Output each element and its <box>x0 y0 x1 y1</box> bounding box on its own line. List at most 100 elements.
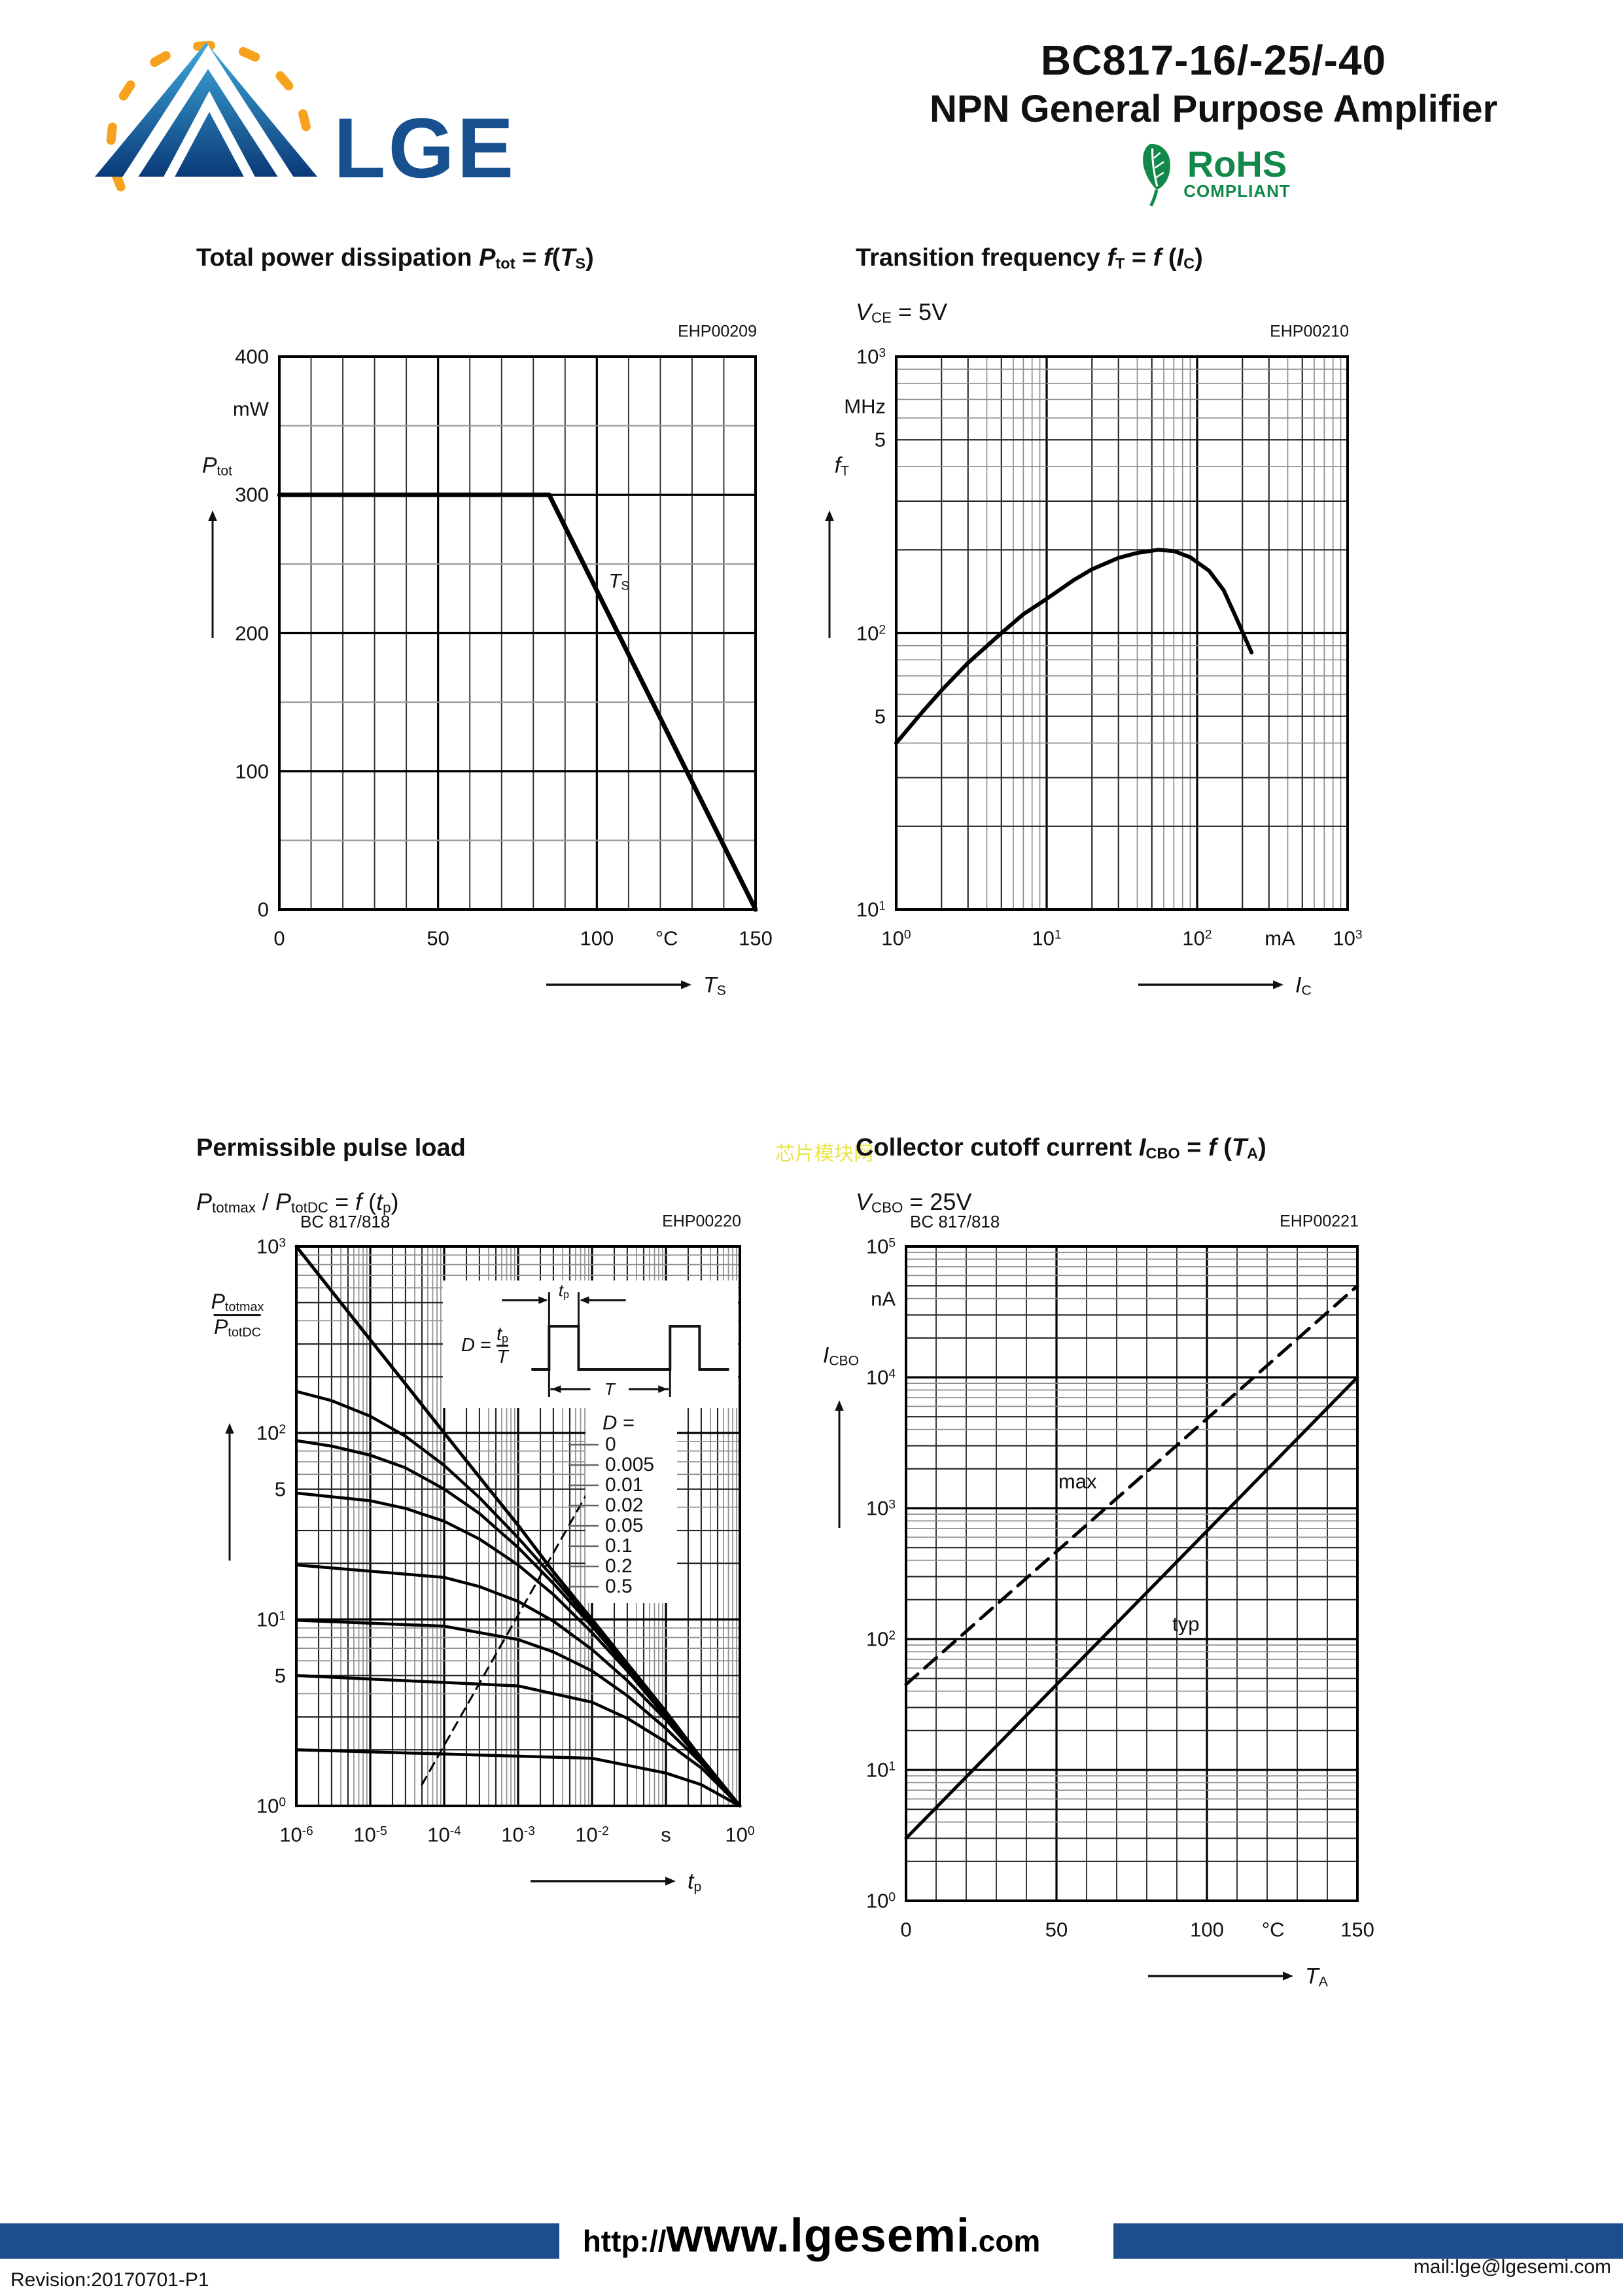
chart-code-label: EHP00221 <box>1280 1212 1359 1231</box>
curve-ptot-Ptot-limit <box>277 492 758 912</box>
y-tick-label: 400 <box>235 345 269 368</box>
y-tick-label: 103 <box>856 345 886 368</box>
x-axis-caption: tp <box>688 1869 702 1895</box>
grid-ptot <box>278 355 757 911</box>
curve-pulse-locus <box>421 1330 680 1786</box>
curve-pulse-D-0.05 <box>294 1563 742 1808</box>
y-axis-label: ICBO <box>822 1343 859 1369</box>
revision-label: Revision:20170701-P1 <box>10 2269 209 2291</box>
y-tick-label: 100 <box>235 760 269 783</box>
pulse-waveform <box>531 1325 729 1371</box>
inset-tp-label: tp <box>558 1280 570 1301</box>
x-tick-label: 0 <box>273 927 285 950</box>
logo-sun-rays-icon <box>106 41 311 192</box>
legend-item: 0.01 <box>605 1474 644 1496</box>
x-tick-label: 10-2 <box>575 1823 609 1846</box>
logo-mountain-icon <box>95 43 317 185</box>
annotation-icbo: max <box>1058 1470 1097 1493</box>
curve-pulse-D-0 <box>294 1245 742 1808</box>
x-tick-label: 10-3 <box>501 1823 535 1846</box>
x-axis-caption: TA <box>1305 1964 1328 1990</box>
footer-url: http://www.lgesemi .com <box>583 2209 1041 2263</box>
legend-item: 0.02 <box>605 1494 644 1516</box>
footer-bar-left <box>0 2223 559 2259</box>
x-tick-label: 150 <box>1340 1918 1374 1941</box>
curve-pulse-D-0.02 <box>294 1491 742 1808</box>
chart-code-label: EHP00210 <box>1270 322 1349 341</box>
y-tick-label: 5 <box>274 1664 286 1687</box>
mail-label: mail:lge@lgesemi.com <box>1413 2256 1611 2278</box>
y-tick-label: MHz <box>844 395 886 418</box>
legend-item: 0 <box>605 1433 616 1455</box>
y-tick-label: 102 <box>856 621 886 645</box>
url-main: www.lgesemi <box>666 2210 970 2262</box>
x-tick-label: 102 <box>1182 927 1212 950</box>
device-label: BC 817/818 <box>300 1211 391 1231</box>
grid-ft <box>895 355 1349 911</box>
curve-pulse-D-0.005 <box>294 1390 742 1808</box>
y-tick-label: 103 <box>865 1496 896 1520</box>
x-tick-label: 103 <box>1333 927 1363 950</box>
y-tick-label: 101 <box>856 898 886 921</box>
x-tick-label: 100 <box>580 927 614 950</box>
annotation-icbo: typ <box>1172 1612 1200 1636</box>
y-axis-label: Ptotmax PtotDC <box>211 1290 264 1341</box>
chart-code-label: EHP00220 <box>662 1212 741 1231</box>
url-prefix: http:// <box>582 2224 667 2258</box>
x-tick-label: 100 <box>725 1823 755 1846</box>
curve-icbo-typ <box>904 1375 1359 1841</box>
grid-icbo <box>905 1245 1359 1902</box>
x-tick-label: 50 <box>1045 1918 1068 1941</box>
chart-title-ft: Transition frequency fT = f (IC) <box>856 244 1203 272</box>
y-tick-label: 200 <box>235 621 269 645</box>
x-tick-label: s <box>661 1823 671 1846</box>
lge-logo: LGE <box>95 41 516 196</box>
title-block: BC817-16/-25/-40 NPN General Purpose Amp… <box>857 36 1570 211</box>
y-tick-label: 300 <box>235 483 269 506</box>
x-axis-caption: TS <box>703 972 726 998</box>
legend-title: D = <box>602 1411 635 1434</box>
curve-pulse-D-0.01 <box>294 1439 742 1808</box>
curve-pulse-D-0.1 <box>294 1618 742 1808</box>
curve-pulse-D-0.5 <box>294 1748 742 1808</box>
y-tick-label: 102 <box>865 1627 896 1651</box>
legend-item: 0.05 <box>605 1514 644 1536</box>
chart-condition-icbo: VCBO = 25V <box>856 1188 972 1216</box>
y-tick-label: mW <box>232 397 269 421</box>
y-tick-label: 103 <box>256 1235 286 1258</box>
y-tick-label: 100 <box>865 1889 896 1913</box>
chart-condition-ft: VCE = 5V <box>856 298 948 326</box>
y-tick-label: 101 <box>256 1608 286 1631</box>
curve-icbo-max <box>904 1284 1359 1686</box>
legend-item: 0.005 <box>605 1453 655 1475</box>
footer-bar-right <box>1113 2223 1623 2259</box>
x-tick-label: 100 <box>881 927 911 950</box>
inset-T-label: T <box>604 1379 615 1399</box>
chart-canvas-pulse <box>225 1245 742 1886</box>
y-tick-label: 100 <box>256 1794 286 1818</box>
y-tick-label: nA <box>871 1286 896 1310</box>
chart-title-ptot: Total power dissipation Ptot = f(TS) <box>196 244 594 272</box>
x-tick-label: °C <box>1261 1918 1285 1941</box>
logo-brand-text: LGE <box>334 100 516 196</box>
y-tick-label: 104 <box>865 1366 896 1389</box>
rohs-text: RoHS <box>1187 143 1287 185</box>
chart-code-label: EHP00209 <box>678 322 757 341</box>
grid-pulse <box>295 1245 741 1807</box>
inset-formula: D = tp T <box>461 1324 509 1368</box>
y-tick-label: 101 <box>865 1758 896 1782</box>
y-tick-label: 0 <box>257 898 269 921</box>
y-tick-label: 5 <box>874 428 886 451</box>
x-tick-label: 10-6 <box>279 1823 313 1846</box>
y-axis-label: fT <box>834 453 849 479</box>
page-title: NPN General Purpose Amplifier <box>929 88 1498 130</box>
legend-item: 0.5 <box>605 1575 633 1597</box>
url-suffix: .com <box>969 2224 1041 2258</box>
part-number: BC817-16/-25/-40 <box>1040 37 1387 84</box>
rohs-leaf-icon <box>1143 143 1171 207</box>
rohs-logo: RoHS COMPLIANT <box>1136 140 1291 208</box>
x-tick-label: 10-5 <box>353 1823 387 1846</box>
chart-condition-pulse: Ptotmax / PtotDC = f (tp) <box>196 1188 399 1216</box>
x-tick-label: 100 <box>1190 1918 1224 1941</box>
